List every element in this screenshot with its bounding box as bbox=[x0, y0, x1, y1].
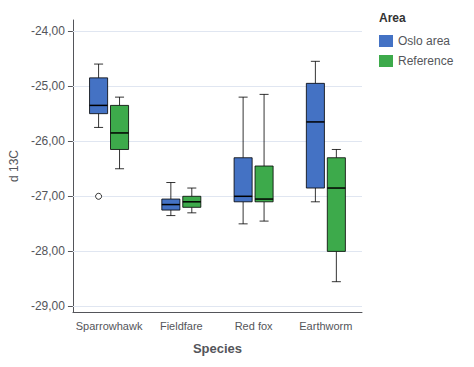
svg-text:-29,00: -29,00 bbox=[31, 299, 65, 313]
svg-text:Area: Area bbox=[379, 11, 406, 25]
svg-text:-26,00: -26,00 bbox=[31, 134, 65, 148]
svg-text:-28,00: -28,00 bbox=[31, 244, 65, 258]
svg-text:-24,00: -24,00 bbox=[31, 24, 65, 38]
svg-text:Oslo area: Oslo area bbox=[398, 34, 450, 48]
svg-text:-25,00: -25,00 bbox=[31, 79, 65, 93]
svg-text:Species: Species bbox=[193, 341, 242, 356]
svg-text:Reference: Reference bbox=[398, 54, 454, 68]
svg-text:Earthworm: Earthworm bbox=[299, 320, 352, 332]
svg-text:Fieldfare: Fieldfare bbox=[160, 320, 203, 332]
svg-text:Red fox: Red fox bbox=[235, 320, 273, 332]
svg-text:Sparrowhawk: Sparrowhawk bbox=[76, 320, 143, 332]
svg-text:d 13C: d 13C bbox=[7, 150, 21, 182]
svg-text:-27,00: -27,00 bbox=[31, 189, 65, 203]
